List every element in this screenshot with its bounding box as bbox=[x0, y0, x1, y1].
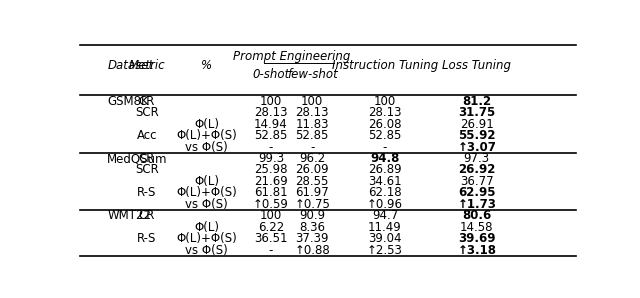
Text: Φ(L): Φ(L) bbox=[194, 175, 219, 188]
Text: ↑1.73: ↑1.73 bbox=[458, 198, 496, 211]
Text: CR: CR bbox=[139, 152, 155, 165]
Text: 6.22: 6.22 bbox=[258, 221, 284, 234]
Text: Prompt Engineering: Prompt Engineering bbox=[233, 50, 350, 63]
Text: Dataset: Dataset bbox=[108, 59, 154, 72]
Text: Φ(L)+Φ(S): Φ(L)+Φ(S) bbox=[176, 232, 237, 245]
Text: 61.97: 61.97 bbox=[295, 187, 329, 199]
Text: ↑0.88: ↑0.88 bbox=[294, 244, 330, 257]
Text: ↑0.75: ↑0.75 bbox=[294, 198, 330, 211]
Text: -: - bbox=[383, 141, 387, 153]
Text: 52.85: 52.85 bbox=[369, 129, 402, 142]
Text: 97.3: 97.3 bbox=[464, 152, 490, 165]
Text: SCR: SCR bbox=[135, 106, 159, 119]
Text: 52.85: 52.85 bbox=[296, 129, 329, 142]
Text: vs Φ(S): vs Φ(S) bbox=[185, 244, 228, 257]
Text: 34.61: 34.61 bbox=[368, 175, 402, 188]
Text: 0-shot: 0-shot bbox=[252, 68, 289, 81]
Text: few-shot: few-shot bbox=[287, 68, 337, 81]
Text: CR: CR bbox=[139, 95, 155, 108]
Text: Metric: Metric bbox=[129, 59, 165, 72]
Text: 55.92: 55.92 bbox=[458, 129, 495, 142]
Text: vs Φ(S): vs Φ(S) bbox=[185, 198, 228, 211]
Text: Acc: Acc bbox=[137, 129, 157, 142]
Text: 80.6: 80.6 bbox=[462, 209, 492, 222]
Text: 62.95: 62.95 bbox=[458, 187, 495, 199]
Text: Loss Tuning: Loss Tuning bbox=[442, 59, 511, 72]
Text: ↑2.53: ↑2.53 bbox=[367, 244, 403, 257]
Text: R-S: R-S bbox=[137, 232, 157, 245]
Text: 100: 100 bbox=[301, 95, 323, 108]
Text: ↑3.07: ↑3.07 bbox=[458, 141, 496, 153]
Text: 81.2: 81.2 bbox=[462, 95, 492, 108]
Text: GSM8K: GSM8K bbox=[108, 95, 149, 108]
Text: -: - bbox=[269, 244, 273, 257]
Text: Φ(L)+Φ(S): Φ(L)+Φ(S) bbox=[176, 129, 237, 142]
Text: 11.49: 11.49 bbox=[368, 221, 402, 234]
Text: Φ(L): Φ(L) bbox=[194, 118, 219, 131]
Text: 28.13: 28.13 bbox=[254, 106, 288, 119]
Text: 100: 100 bbox=[260, 95, 282, 108]
Text: 8.36: 8.36 bbox=[299, 221, 325, 234]
Text: 25.98: 25.98 bbox=[254, 164, 288, 176]
Text: 94.8: 94.8 bbox=[371, 152, 400, 165]
Text: WMT22: WMT22 bbox=[108, 209, 151, 222]
Text: 26.08: 26.08 bbox=[368, 118, 402, 131]
Text: 28.13: 28.13 bbox=[296, 106, 329, 119]
Text: 21.69: 21.69 bbox=[254, 175, 288, 188]
Text: 96.2: 96.2 bbox=[299, 152, 325, 165]
Text: -: - bbox=[310, 141, 314, 153]
Text: 26.92: 26.92 bbox=[458, 164, 495, 176]
Text: 99.3: 99.3 bbox=[258, 152, 284, 165]
Text: 26.09: 26.09 bbox=[295, 164, 329, 176]
Text: 39.69: 39.69 bbox=[458, 232, 495, 245]
Text: 39.04: 39.04 bbox=[368, 232, 402, 245]
Text: 90.9: 90.9 bbox=[299, 209, 325, 222]
Text: 36.77: 36.77 bbox=[460, 175, 493, 188]
Text: 31.75: 31.75 bbox=[458, 106, 495, 119]
Text: 14.94: 14.94 bbox=[254, 118, 288, 131]
Text: 100: 100 bbox=[260, 209, 282, 222]
Text: 100: 100 bbox=[374, 95, 396, 108]
Text: 28.13: 28.13 bbox=[368, 106, 402, 119]
Text: Instruction Tuning: Instruction Tuning bbox=[332, 59, 438, 72]
Text: vs Φ(S): vs Φ(S) bbox=[185, 141, 228, 153]
Text: CR: CR bbox=[139, 209, 155, 222]
Text: Φ(L)+Φ(S): Φ(L)+Φ(S) bbox=[176, 187, 237, 199]
Text: 11.83: 11.83 bbox=[296, 118, 329, 131]
Text: -: - bbox=[269, 141, 273, 153]
Text: 62.18: 62.18 bbox=[368, 187, 402, 199]
Text: ↑0.96: ↑0.96 bbox=[367, 198, 403, 211]
Text: 94.7: 94.7 bbox=[372, 209, 398, 222]
Text: 26.89: 26.89 bbox=[368, 164, 402, 176]
Text: %: % bbox=[201, 59, 212, 72]
Text: Φ(L): Φ(L) bbox=[194, 221, 219, 234]
Text: 37.39: 37.39 bbox=[296, 232, 329, 245]
Text: ↑3.18: ↑3.18 bbox=[458, 244, 496, 257]
Text: MedQSum: MedQSum bbox=[108, 152, 168, 165]
Text: 26.91: 26.91 bbox=[460, 118, 493, 131]
Text: 61.81: 61.81 bbox=[254, 187, 288, 199]
Text: 14.58: 14.58 bbox=[460, 221, 493, 234]
Text: SCR: SCR bbox=[135, 164, 159, 176]
Text: 36.51: 36.51 bbox=[254, 232, 288, 245]
Text: 52.85: 52.85 bbox=[254, 129, 287, 142]
Text: 28.55: 28.55 bbox=[296, 175, 329, 188]
Text: ↑0.59: ↑0.59 bbox=[253, 198, 289, 211]
Text: R-S: R-S bbox=[137, 187, 157, 199]
